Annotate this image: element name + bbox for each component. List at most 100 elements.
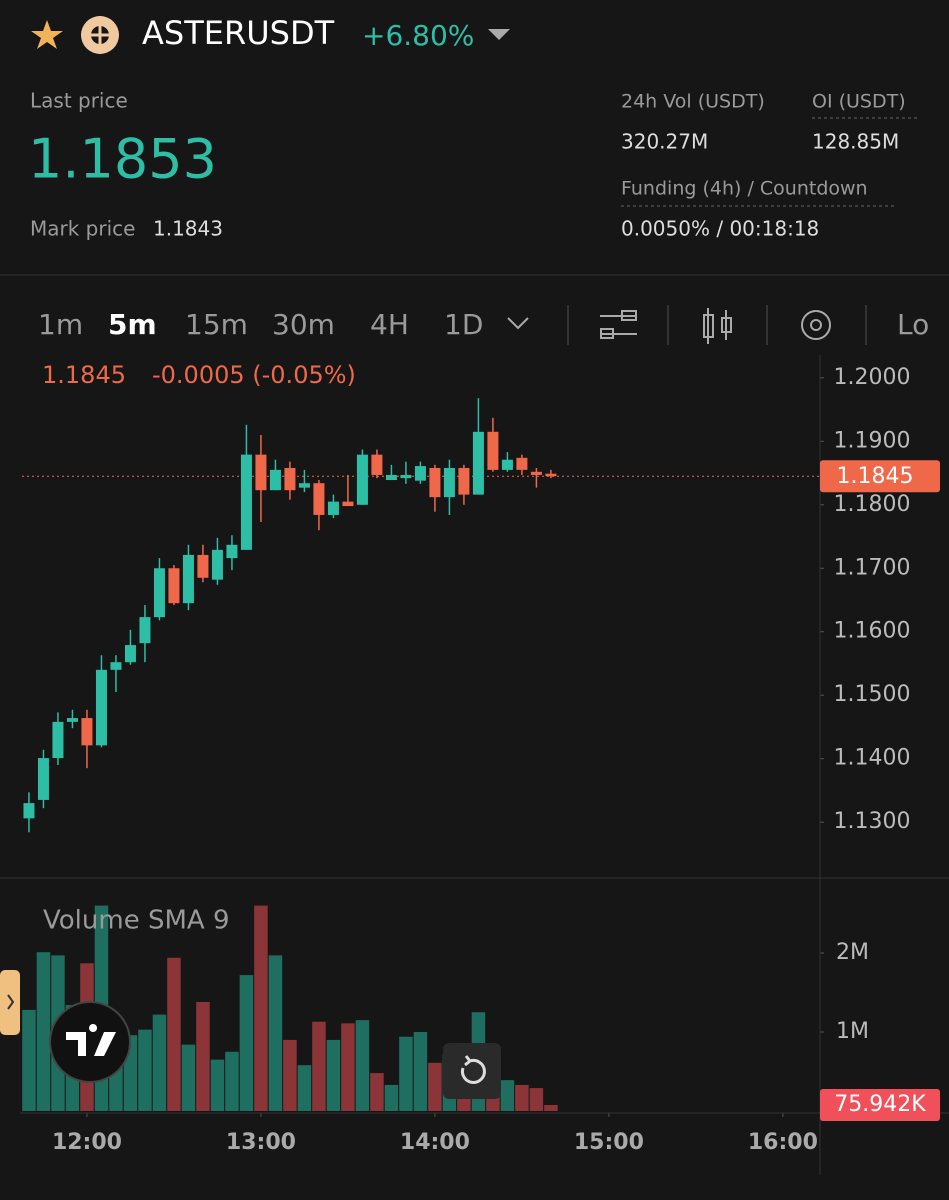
candle-body	[501, 459, 513, 470]
favorite-star[interactable]	[31, 20, 63, 49]
symbol[interactable]: ASTERUSDT	[142, 14, 335, 52]
interval[interactable]: 30m	[272, 308, 335, 341]
candle-body	[313, 483, 325, 515]
volume-bar	[355, 1020, 370, 1111]
volume-bar	[370, 1073, 384, 1111]
last-price: 1.1853	[28, 128, 217, 191]
y-tick-label: 1.2000	[834, 365, 911, 390]
interval[interactable]: 15m	[185, 308, 248, 341]
candle-body	[226, 544, 238, 559]
volume-bar	[413, 1031, 428, 1111]
candle-body	[516, 457, 528, 470]
y-tick-label: 1.1700	[834, 555, 911, 580]
interval[interactable]: 4H	[370, 308, 409, 341]
handle-arrow	[7, 994, 15, 1010]
tool-label[interactable]: Lo	[897, 308, 929, 341]
reset-button[interactable]	[443, 1043, 501, 1099]
label: Funding (4h) / Countdown	[621, 178, 868, 200]
x-tick-label: 12:00	[52, 1130, 122, 1155]
mark-price: 1.1843	[153, 217, 223, 241]
candle-body	[385, 474, 397, 481]
interval[interactable]: 1m	[38, 308, 83, 341]
volume-bar	[36, 952, 51, 1111]
candle-body	[197, 554, 209, 578]
candle-body	[81, 718, 93, 746]
candle-body	[371, 454, 383, 475]
interval[interactable]: 1D	[444, 308, 483, 341]
reset-icon	[460, 1055, 486, 1084]
value: 128.85M	[812, 130, 899, 154]
candle-body	[327, 501, 339, 515]
toolbar-icons	[507, 305, 867, 345]
candle-body	[530, 471, 542, 475]
candle-body	[240, 454, 252, 550]
volume-bar	[428, 1062, 442, 1111]
candle-body	[414, 466, 426, 481]
volume-bar	[515, 1084, 529, 1111]
interval[interactable]: 5m	[108, 308, 157, 341]
label: OI (USDT)	[812, 91, 906, 113]
value: 320.27M	[621, 130, 708, 154]
candle-body	[255, 454, 267, 491]
candle-body	[52, 721, 64, 759]
dropdown[interactable]	[488, 29, 510, 40]
side-handle[interactable]	[0, 970, 20, 1035]
y-tick-label: 1.1900	[834, 428, 911, 453]
candle-body	[37, 758, 49, 800]
label: Last price	[30, 89, 128, 113]
candle-body	[472, 431, 484, 495]
candle-body	[139, 617, 151, 644]
volume-bar	[312, 1021, 326, 1111]
candle-body	[429, 467, 441, 498]
y-tick-label: 1.1400	[834, 746, 911, 771]
legend-change: -0.0005 (-0.05%)	[152, 361, 356, 389]
volume-bar	[239, 975, 254, 1111]
volume-title: Volume SMA 9	[43, 906, 230, 936]
price-tag	[820, 460, 940, 493]
x-tick-label: 15:00	[574, 1130, 644, 1155]
change: +6.80%	[362, 19, 474, 52]
label: 24h Vol (USDT)	[621, 91, 765, 113]
volume-bar	[152, 1014, 167, 1111]
volume-bar	[181, 1044, 196, 1111]
volume-bar	[500, 1080, 515, 1111]
volume-tick-label: 1M	[836, 1019, 869, 1044]
volume-bar	[167, 957, 181, 1111]
volume-bar	[196, 1001, 210, 1111]
candle-body	[545, 473, 557, 477]
candle-body	[298, 483, 310, 488]
candle-body	[211, 549, 223, 580]
volume-tag	[820, 1089, 940, 1122]
volume-bar	[529, 1088, 544, 1111]
volume-bar	[297, 1065, 312, 1111]
logo-mark	[66, 1024, 116, 1056]
legend-price: 1.1845	[42, 361, 126, 389]
logo-circle	[49, 1001, 131, 1083]
tradingview-logo	[49, 1001, 131, 1083]
candle-body	[458, 467, 470, 495]
candle-body	[356, 454, 368, 505]
reset-bg	[443, 1043, 501, 1099]
volume-bar	[22, 1009, 36, 1111]
price-tag-label: 1.1845	[837, 464, 914, 489]
y-tick-label: 1.1600	[834, 619, 911, 644]
volume-bar	[399, 1036, 413, 1111]
volume-tag-label: 75.942K	[834, 1092, 926, 1117]
volume-bar	[268, 955, 283, 1111]
coin-logo	[81, 16, 119, 54]
candle-body	[443, 467, 455, 498]
candle-body	[110, 662, 122, 670]
volume-bar	[210, 1059, 225, 1111]
candle-body	[487, 431, 499, 470]
x-tick-label: 14:00	[400, 1130, 470, 1155]
volume-bar	[326, 1039, 341, 1111]
candle-body	[66, 718, 78, 722]
volume-bar	[341, 1023, 355, 1111]
x-tick-label: 16:00	[748, 1130, 818, 1155]
x-tick-label: 13:00	[226, 1130, 296, 1155]
value: 0.0050% / 00:18:18	[621, 217, 819, 241]
y-tick-label: 1.1300	[834, 809, 911, 834]
candle-body	[269, 469, 281, 491]
volume-bar	[283, 1039, 297, 1111]
